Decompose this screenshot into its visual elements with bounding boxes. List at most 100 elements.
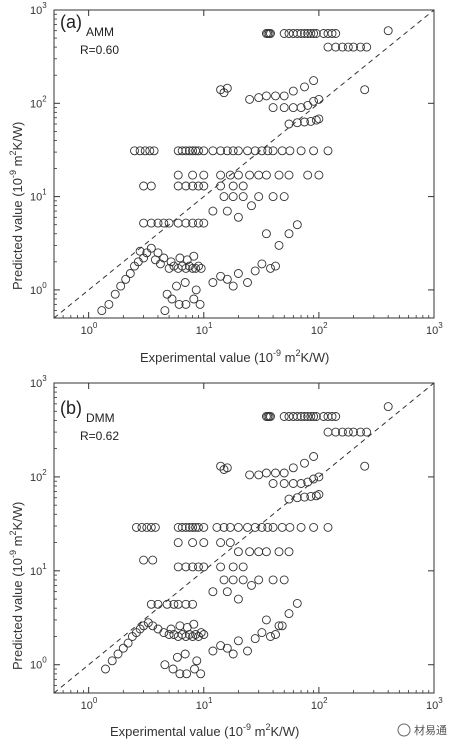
panel-b-data-point (261, 615, 271, 625)
panel-a-data-point (288, 103, 298, 113)
panel-b-y-tick-label: 100 (30, 656, 47, 672)
panel-a-data-point (254, 93, 264, 103)
panel-a-data-point (195, 299, 205, 309)
panel-a-x-tick-label: 100 (81, 321, 98, 337)
panel-a-data-point (274, 240, 284, 250)
panel-a-data-point (222, 206, 232, 216)
panel-b-data-point (266, 632, 275, 641)
wechat-icon (397, 723, 411, 737)
panel-b-data-point (288, 479, 298, 488)
panel-a-data-point (311, 29, 321, 38)
panel-a-data-point (146, 243, 156, 253)
panel-a-data-point (219, 192, 229, 202)
panel-b-data-point (228, 562, 238, 572)
panel-b-data-point (153, 599, 163, 609)
panel-a-data-point (309, 76, 319, 86)
panel-a-ticks: 100 100 101 101 102 102 103 103 (30, 1, 443, 337)
panel-b-label: (b) (60, 398, 82, 418)
panel-b-r-value: R=0.62 (80, 429, 119, 443)
panel-a-data-point (228, 281, 238, 291)
panel-b-data-point (254, 547, 264, 557)
panel-a-data-point (162, 289, 172, 299)
panel-b-data-point (216, 562, 226, 572)
panel-b-data-point (192, 656, 202, 666)
panel-b-data-point (225, 522, 235, 532)
panel-a-data-point (172, 281, 181, 291)
panel-a-data-point (356, 42, 365, 52)
panel-b-data-point (208, 587, 218, 597)
panel-a-data-point (362, 42, 372, 52)
panel-a-data-point (160, 306, 170, 316)
panel-b-data-point (327, 412, 337, 421)
panel-a-data-point (279, 91, 289, 101)
panel-a-data-point (314, 170, 324, 180)
panel-a-data-point (274, 170, 284, 180)
panel-a-data-point (233, 146, 243, 156)
panel-b-data-point (199, 562, 209, 572)
panel-b-data-point (188, 562, 198, 572)
panel-a-data-point (189, 251, 199, 261)
panel-b-data-point (228, 649, 238, 659)
panel-b-data-point (107, 656, 117, 666)
panel-b-data-point (250, 522, 260, 532)
panel-a-data-point (216, 146, 226, 156)
panel-a-plot-frame (53, 9, 435, 319)
panel-a-data-point (199, 181, 209, 191)
panel-b-data-point (356, 427, 365, 437)
watermark: 材易通 (397, 723, 447, 737)
panel-b-data-point (181, 599, 191, 609)
panel-b-data-point (225, 538, 235, 548)
panel-b-data-point (123, 638, 133, 648)
panel-a-data-point (314, 114, 324, 124)
panel-a-data-point (288, 86, 298, 96)
panel-b-data-point (168, 664, 178, 674)
panel-a-data-point (309, 29, 319, 38)
panel-b-x-tick-label: 100 (81, 696, 98, 712)
panel-a-data-point (188, 218, 198, 228)
panel-b-data-point (309, 522, 319, 532)
panel-a-data-point (164, 263, 174, 273)
panel-b-data-point (148, 621, 158, 631)
panel-b-data-point (137, 522, 147, 532)
panel-a-data-point (323, 42, 333, 52)
panel-a-data-point (104, 299, 114, 309)
panel-b-data-point (219, 575, 229, 585)
panel-b-data-point (285, 522, 295, 532)
panel-a-data-point (150, 255, 160, 265)
panel-a-data-point (222, 146, 232, 156)
panel-b-data-point (189, 619, 199, 629)
panel-a-data-point (306, 29, 316, 38)
panel-b-data-point (271, 630, 280, 639)
panel-a-data-point (199, 146, 209, 156)
panel-b-data-point (150, 522, 160, 532)
panel-a-data-point (216, 85, 226, 95)
panel-b-data-point (292, 598, 302, 608)
panel-a-data-point (300, 29, 309, 38)
panel-a-data-point (303, 29, 313, 38)
panel-a-data-point (360, 85, 370, 95)
panel-b-data-point (268, 575, 278, 585)
panel-a-data-point (97, 306, 107, 316)
panel-a-data-point (343, 42, 353, 52)
panel-a-data-point (279, 29, 289, 38)
panel-b-data-point (177, 522, 187, 532)
panel-b-data-point (148, 555, 158, 565)
panel-a-y-axis-label: Predicted value (10-9 m2K/W) (8, 122, 25, 290)
panel-b-data-point (139, 555, 149, 565)
panel-a-data-point (139, 181, 149, 191)
panel-a-data-point (296, 146, 306, 156)
panel-a-data-point (245, 170, 255, 180)
panel-b-data-point (277, 621, 287, 631)
panel-b-data-point (279, 575, 289, 585)
panel-a-data-point (139, 253, 149, 263)
panel-a-data-point (292, 29, 302, 38)
panel-b-data-point (300, 458, 309, 468)
panel-a-data-point (184, 146, 194, 156)
panel-a-data-point (146, 218, 156, 228)
panel-b-data-point (284, 494, 294, 504)
panel-a-data-point (173, 218, 183, 228)
panel-b-data-point (233, 522, 243, 532)
panel-b-data-point (162, 599, 172, 609)
panel-a-data-point (199, 218, 209, 228)
